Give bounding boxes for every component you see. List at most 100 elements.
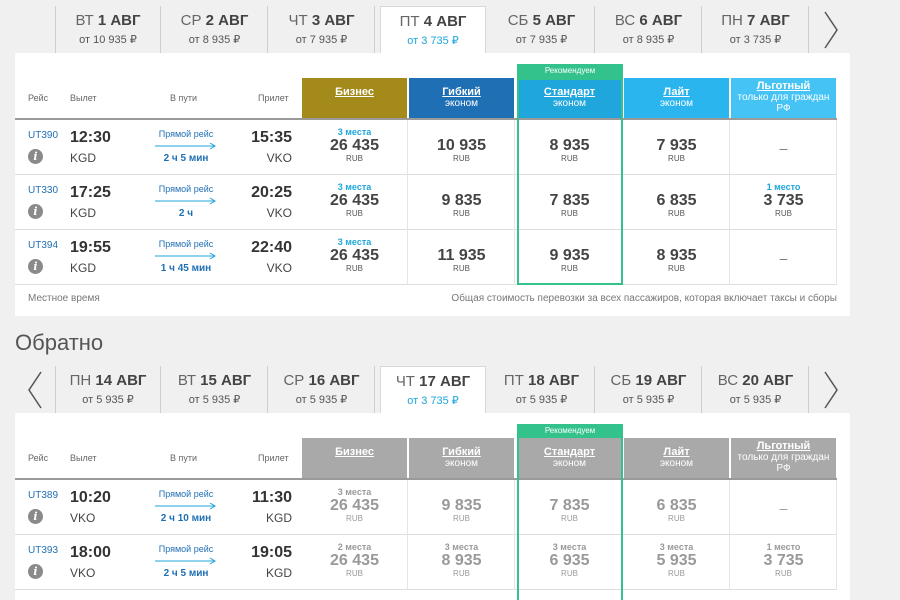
- fare-cell-standard[interactable]: 7 835 RUB: [517, 480, 623, 535]
- outbound-date-tab[interactable]: СБ 5 АВГ от 7 935 ₽: [489, 6, 595, 54]
- info-icon[interactable]: i: [28, 564, 43, 579]
- fare-cell-flex[interactable]: 9 835 RUB: [409, 480, 515, 535]
- flight-duration: 2 ч 10 мин: [160, 513, 212, 524]
- seats-left: [517, 127, 622, 137]
- return-date-tab-selected[interactable]: ЧТ 17 АВГ от 3 735 ₽: [380, 366, 486, 414]
- outbound-date-tab[interactable]: ЧТ 3 АВГ от 7 935 ₽: [269, 6, 375, 54]
- outbound-date-tab-selected[interactable]: ПТ 4 АВГ от 3 735 ₽: [380, 6, 486, 54]
- fare-header-flex[interactable]: Гибкий эконом: [409, 438, 515, 479]
- fare-currency: RUB: [346, 569, 363, 578]
- right-arrow-icon: [155, 557, 216, 565]
- outbound-date-tab[interactable]: ВС 6 АВГ от 8 935 ₽: [596, 6, 702, 54]
- fare-name: Бизнес: [335, 446, 374, 458]
- price-note: Общая стоимость перевозки за всех пассаж…: [451, 293, 837, 304]
- date-price: от 5 935 ₽: [82, 394, 134, 406]
- info-icon[interactable]: i: [28, 149, 43, 164]
- fare-cell-business[interactable]: 3 места 26 435 RUB: [302, 175, 408, 230]
- fare-cell-flex[interactable]: 3 места 8 935 RUB: [409, 535, 515, 590]
- fare-header-standard[interactable]: Стандарт эконом: [517, 438, 623, 479]
- date-month: АВГ: [218, 12, 249, 29]
- fare-header-business[interactable]: Бизнес: [302, 438, 408, 479]
- fare-cell-preferential[interactable]: 1 место 3 735 RUB: [731, 175, 837, 230]
- fare-header-preferential[interactable]: Льготный только для граждан РФ: [731, 438, 837, 479]
- return-date-tab[interactable]: ПН 14 АВГ от 5 935 ₽: [55, 366, 161, 414]
- flight-number[interactable]: UT389: [28, 490, 59, 501]
- return-date-tab[interactable]: ВТ 15 АВГ от 5 935 ₽: [162, 366, 268, 414]
- recommended-label: Рекомендуем: [517, 64, 623, 78]
- fare-price: 7 935: [656, 137, 697, 154]
- return-date-tab[interactable]: ВС 20 АВГ от 5 935 ₽: [703, 366, 809, 414]
- info-icon[interactable]: i: [28, 259, 43, 274]
- fare-cell-preferential: –: [731, 480, 837, 535]
- date-month: АВГ: [329, 372, 360, 389]
- fare-currency: RUB: [346, 154, 363, 163]
- return-date-tab[interactable]: СР 16 АВГ от 5 935 ₽: [269, 366, 375, 414]
- departure-time: 19:55: [70, 239, 111, 256]
- outbound-date-tab[interactable]: ВТ 1 АВГ от 10 935 ₽: [55, 6, 161, 54]
- flight-number[interactable]: UT390: [28, 130, 59, 141]
- fare-cell-business[interactable]: 3 места 26 435 RUB: [302, 480, 408, 535]
- outbound-date-tab[interactable]: ПН 7 АВГ от 3 735 ₽: [703, 6, 809, 54]
- chevron-right-icon: [824, 371, 838, 409]
- fare-cell-standard[interactable]: 3 места 6 935 RUB: [517, 535, 623, 590]
- flight-number[interactable]: UT393: [28, 545, 59, 556]
- fare-price: 8 935: [549, 137, 590, 154]
- fare-cell-flex[interactable]: 9 835 RUB: [409, 175, 515, 230]
- fare-header-standard[interactable]: Стандарт эконом: [517, 78, 623, 119]
- date-dow: ПТ: [503, 372, 524, 389]
- fare-currency: RUB: [346, 264, 363, 273]
- fare-cell-flex[interactable]: 10 935 RUB: [409, 120, 515, 175]
- return-date-tab[interactable]: СБ 19 АВГ от 5 935 ₽: [596, 366, 702, 414]
- departure-time: 10:20: [70, 489, 111, 506]
- info-icon[interactable]: i: [28, 204, 43, 219]
- date-month: АВГ: [759, 12, 790, 29]
- outbound-date-tab[interactable]: СР 2 АВГ от 8 935 ₽: [162, 6, 268, 54]
- info-icon[interactable]: i: [28, 509, 43, 524]
- fare-header-flex[interactable]: Гибкий эконом: [409, 78, 515, 119]
- fare-cell-standard[interactable]: 9 935 RUB: [517, 230, 623, 285]
- fare-sub: эконом: [444, 458, 479, 469]
- fare-cell-lite[interactable]: 3 места 5 935 RUB: [624, 535, 730, 590]
- departure-airport: KGD: [70, 206, 97, 220]
- fare-cell-standard[interactable]: 7 835 RUB: [517, 175, 623, 230]
- date-month: АВГ: [440, 373, 471, 390]
- right-arrow-icon: [155, 142, 216, 150]
- fare-cell-preferential[interactable]: 1 место 3 735 RUB: [731, 535, 837, 590]
- fare-price: 8 935: [656, 247, 697, 264]
- seats-left: 3 места: [552, 542, 587, 552]
- date-month: АВГ: [545, 12, 576, 29]
- fare-header-preferential[interactable]: Льготный только для граждан РФ: [731, 78, 837, 119]
- chevron-right-icon: [824, 11, 838, 49]
- return-date-tab[interactable]: ПТ 18 АВГ от 5 935 ₽: [489, 366, 595, 414]
- arrival-time: 22:40: [251, 239, 292, 256]
- fare-cell-standard[interactable]: 8 935 RUB: [517, 120, 623, 175]
- prev-dates-button[interactable]: [21, 366, 49, 414]
- seats-left: [624, 487, 729, 497]
- fare-header-business[interactable]: Бизнес: [302, 78, 408, 119]
- fare-cell-lite[interactable]: 6 835 RUB: [624, 175, 730, 230]
- fare-cell-lite[interactable]: 7 935 RUB: [624, 120, 730, 175]
- flight-number[interactable]: UT330: [28, 185, 59, 196]
- fare-header-lite[interactable]: Лайт эконом: [624, 78, 730, 119]
- flight-number[interactable]: UT394: [28, 240, 59, 251]
- date-price: от 5 935 ₽: [188, 394, 241, 406]
- fare-price: 3 735: [763, 552, 804, 569]
- fare-price: 6 835: [656, 192, 697, 209]
- direct-flight-label: Прямой рейс: [158, 489, 214, 499]
- fare-cell-business[interactable]: 3 места 26 435 RUB: [302, 120, 408, 175]
- fare-cell-lite[interactable]: 8 935 RUB: [624, 230, 730, 285]
- fare-cell-flex[interactable]: 11 935 RUB: [409, 230, 515, 285]
- date-dow: ВС: [614, 12, 636, 29]
- next-dates-button[interactable]: [817, 6, 845, 54]
- fare-cell-lite[interactable]: 6 835 RUB: [624, 480, 730, 535]
- fare-currency: RUB: [561, 154, 578, 163]
- fare-cell-business[interactable]: 3 места 26 435 RUB: [302, 230, 408, 285]
- fare-cell-business[interactable]: 2 места 26 435 RUB: [302, 535, 408, 590]
- fare-header-lite[interactable]: Лайт эконом: [624, 438, 730, 479]
- fare-name: Стандарт: [543, 446, 596, 458]
- fare-name: Льготный: [756, 80, 811, 92]
- date-month: АВГ: [436, 13, 467, 30]
- next-dates-button[interactable]: [817, 366, 845, 414]
- fare-price: 5 935: [656, 552, 697, 569]
- fare-currency: RUB: [668, 514, 685, 523]
